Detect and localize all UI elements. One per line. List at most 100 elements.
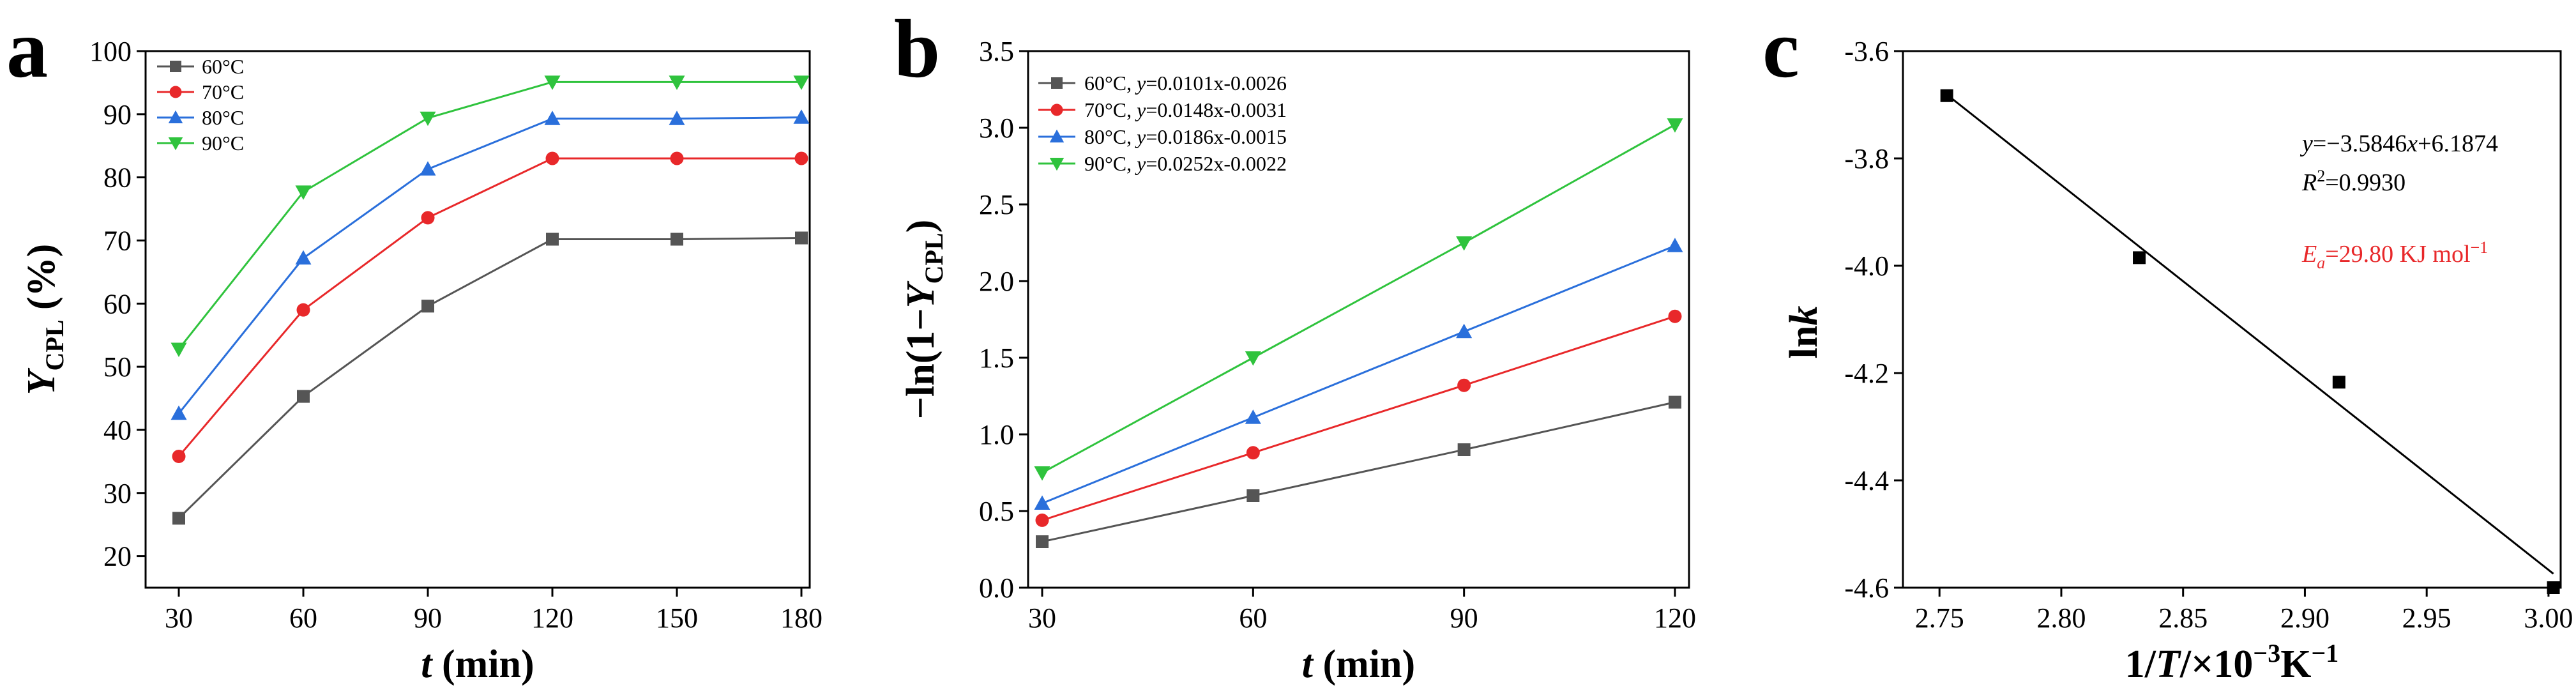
y-tick-label: 80 — [103, 162, 132, 194]
data-point — [295, 250, 312, 265]
data-point — [1457, 378, 1471, 392]
legend-marker — [170, 61, 181, 72]
y-tick-label: 1.5 — [979, 342, 1014, 374]
y-axis-label: YCPL (%) — [20, 244, 69, 395]
data-point — [2547, 581, 2560, 594]
chart-panel-a: 30 60 90 120 150 180 20 30 40 50 60 70 80 90 100 60°C70… — [20, 36, 822, 686]
label-part: /×10 — [2179, 643, 2254, 686]
data-point — [1456, 323, 1473, 339]
data-point — [1667, 238, 1683, 252]
y-tick-label: 2.0 — [979, 266, 1014, 297]
legend-label: 80°C, y=0.0186x-0.0015 — [1084, 125, 1287, 148]
x-tick-label: 60 — [1239, 602, 1267, 634]
data-point — [1034, 495, 1050, 510]
data-point — [2133, 251, 2146, 264]
plot-frame — [1902, 50, 2562, 589]
data-point — [295, 185, 312, 200]
series-70C — [172, 151, 808, 463]
x-axis-label: t (min) — [421, 643, 534, 686]
data-point — [1245, 351, 1261, 366]
data-point — [669, 75, 685, 90]
label-part: (min) — [1313, 643, 1415, 686]
series-line — [178, 157, 801, 457]
x-tick-label: 120 — [531, 602, 573, 634]
label-part: y — [2299, 130, 2313, 157]
label-part: −1 — [2471, 238, 2489, 257]
data-point — [1245, 409, 1261, 424]
legend-marker — [168, 110, 183, 123]
x-tick-label: 2.95 — [2402, 602, 2451, 634]
x-tick-label: 2.90 — [2280, 602, 2330, 634]
label-part: =0.0101x-0.0026 — [1146, 72, 1287, 95]
x-tick-label: 90 — [414, 602, 442, 634]
label-part: 2 — [2317, 167, 2325, 185]
y-axis-label: −ln(1−YCPL) — [899, 220, 948, 420]
label-part: x — [2406, 130, 2418, 157]
data-point — [544, 75, 561, 90]
data-point — [170, 405, 187, 420]
chart-panel-b: 30 60 90 120 0.0 0.5 1.0 1.5 2.0 2.5 3.0 3.5 60°C, y… — [899, 36, 1696, 686]
data-point — [795, 231, 808, 245]
label-part: (min) — [432, 643, 534, 686]
data-point — [546, 233, 559, 246]
legend-label: 60°C — [202, 55, 244, 78]
panel-letter-b: b — [894, 3, 940, 95]
label-part: Y — [20, 367, 63, 395]
legend-marker — [1050, 103, 1063, 116]
y-tick-label: -4.0 — [1844, 250, 1889, 282]
legend-label: 90°C — [202, 132, 244, 155]
legend-label: 70°C — [202, 80, 244, 103]
legend-label: 60°C, y=0.0101x-0.0026 — [1084, 72, 1287, 95]
series-80C — [170, 109, 810, 420]
label-part: y — [1135, 72, 1146, 95]
label-part: K — [2280, 643, 2311, 686]
label-part: −3 — [2253, 639, 2280, 668]
data-points — [1940, 89, 2560, 594]
y-axis-label: lnk — [1782, 306, 1826, 359]
label-part: 70°C, — [1084, 98, 1137, 121]
legend-marker — [1049, 158, 1064, 171]
data-point — [794, 151, 808, 165]
x-axis-label: t (min) — [1302, 643, 1415, 686]
data-point — [421, 300, 434, 313]
label-part: y — [1135, 98, 1146, 121]
label-part: 1/ — [2125, 643, 2156, 686]
y-tick-label: 3.5 — [979, 36, 1014, 67]
y-tick-label: 0.5 — [979, 496, 1014, 527]
series-line — [1042, 123, 1676, 474]
data-point — [671, 233, 683, 246]
y-tick-label: 90 — [103, 99, 132, 130]
panel-letter-a: a — [6, 3, 48, 95]
x-tick-label: 30 — [1028, 602, 1056, 634]
y-tick-label: 2.5 — [979, 189, 1014, 220]
label-part: R — [2301, 169, 2317, 196]
x-axis-label: 1/T/×10−3K−1 — [2125, 639, 2339, 686]
y-tick-label: 60 — [103, 288, 132, 319]
label-part: −1 — [2311, 639, 2338, 668]
x-tick-label: 60 — [289, 602, 317, 634]
data-point — [1034, 466, 1050, 481]
x-tick-label: 180 — [780, 602, 822, 634]
y-tick-label: -3.8 — [1844, 143, 1889, 174]
y-tick-label: 40 — [103, 415, 132, 446]
data-point — [2332, 376, 2345, 389]
series-line — [1042, 315, 1676, 521]
y-tick-label: 3.0 — [979, 112, 1014, 144]
label-part: a — [2317, 254, 2325, 272]
label-part: 80°C, — [1084, 125, 1137, 148]
legend: 60°C70°C 80°C 90°C — [157, 55, 244, 155]
label-part: t — [421, 643, 433, 686]
data-point — [1036, 535, 1049, 548]
label-part: (%) — [20, 244, 63, 320]
y-tick-label: 1.0 — [979, 419, 1014, 450]
activation-energy: Ea=29.80 KJ mol−1 — [2301, 238, 2488, 272]
x-tick-label: 120 — [1654, 602, 1696, 634]
data-point — [296, 303, 310, 317]
x-tick-label: 150 — [656, 602, 698, 634]
data-point — [1940, 89, 1953, 102]
label-part: CPL — [40, 319, 69, 370]
series-line — [178, 116, 802, 415]
label-part: +6.1874 — [2418, 130, 2498, 157]
series-60C — [172, 231, 808, 525]
